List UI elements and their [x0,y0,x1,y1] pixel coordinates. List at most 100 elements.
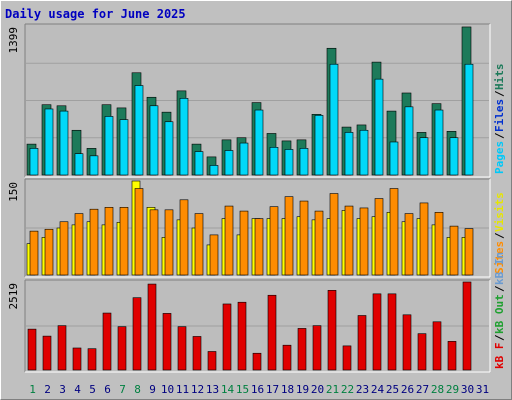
bar-kb-f-9 [147,283,157,371]
panel-visits-sites: 150 Sites /Visits [7,178,506,278]
bar-sites-3 [59,221,69,276]
x-label-day-11: 11 [176,383,189,396]
bar-kb-f-25 [387,293,397,371]
bar-sites-26 [404,213,414,276]
bar-files-30 [464,63,474,176]
legend---3: / [493,90,506,97]
bar-files-25 [389,141,399,176]
bar-kb-f-5 [87,348,97,371]
bar-sites-27 [419,202,429,276]
bar-sites-5 [89,208,99,276]
bar-kb-f-12 [192,336,202,371]
legend-kb-in-4: kB In [493,252,506,285]
legend-pages-0: Pages [493,141,506,174]
bar-kb-f-23 [357,315,367,371]
bar-sites-2 [44,228,54,276]
x-label-day-1: 1 [29,383,36,396]
bar-files-20 [314,115,324,176]
bar-kb-f-18 [282,344,292,371]
bar-files-26 [404,106,414,176]
bar-files-9 [149,105,159,176]
x-label-day-21: 21 [326,383,339,396]
x-label-day-14: 14 [221,383,235,396]
x-label-day-19: 19 [296,383,309,396]
bar-files-29 [449,137,459,176]
bar-kb-f-10 [162,313,172,371]
bar-files-1 [29,148,39,176]
x-label-day-13: 13 [206,383,219,396]
bar-files-13 [209,165,219,176]
x-label-day-27: 27 [416,383,429,396]
bar-sites-29 [449,225,459,276]
legend-files-2: Files [493,99,506,132]
y-max-label: 1399 [7,27,20,54]
chart-title: Daily usage for June 2025 [5,7,186,21]
bar-kb-f-13 [207,351,217,371]
bar-sites-12 [194,213,204,276]
bar-sites-10 [164,209,174,276]
x-label-day-16: 16 [251,383,264,396]
x-label-day-23: 23 [356,383,369,396]
bar-files-8 [134,85,144,176]
bar-kb-f-21 [327,290,337,371]
bar-kb-f-3 [57,325,67,371]
x-label-day-5: 5 [89,383,96,396]
bar-sites-19 [299,200,309,276]
x-label-day-25: 25 [386,383,399,396]
bar-kb-f-20 [312,325,322,371]
x-label-day-8: 8 [134,383,141,396]
legend-kb-out-2: kB Out [493,294,506,334]
legend---3: / [493,285,506,292]
bar-files-21 [329,63,339,176]
bar-files-27 [419,137,429,176]
bar-kb-f-1 [27,328,37,371]
bar-sites-4 [74,213,84,276]
bar-sites-20 [314,210,324,276]
bar-sites-23 [359,207,369,276]
bar-files-28 [434,109,444,176]
bar-kb-f-26 [402,314,412,371]
bar-files-7 [119,119,129,176]
bar-sites-8 [134,188,144,276]
bar-files-19 [299,148,309,176]
bar-files-22 [344,132,354,176]
bar-sites-6 [104,207,114,276]
bar-kb-f-4 [72,347,82,371]
x-label-day-20: 20 [311,383,324,396]
bar-sites-21 [329,193,339,276]
bar-sites-17 [269,206,279,276]
bar-files-10 [164,121,174,176]
bar-sites-9 [149,209,159,276]
bar-kb-f-28 [432,321,442,371]
bar-kb-f-14 [222,303,232,371]
y-max-label: 2519 [7,283,20,310]
bar-kb-f-22 [342,345,352,371]
x-label-day-6: 6 [104,383,111,396]
x-label-day-7: 7 [119,383,126,396]
x-label-day-31: 31 [476,383,489,396]
legend---1: / [493,334,506,341]
x-label-day-26: 26 [401,383,414,396]
x-label-day-18: 18 [281,383,294,396]
legend-kb-f-0: kB F [493,343,506,370]
legend-hits-4: Hits [493,64,506,91]
bar-sites-18 [284,196,294,276]
bar-kb-f-27 [417,333,427,371]
x-label-day-22: 22 [341,383,354,396]
x-label-day-3: 3 [59,383,66,396]
bar-sites-1 [29,230,39,276]
bar-kb-f-17 [267,294,277,371]
bar-sites-14 [224,205,234,276]
bar-files-24 [374,78,384,176]
x-label-day-12: 12 [191,383,204,396]
bar-kb-f-11 [177,326,187,371]
bar-kb-f-8 [132,297,142,371]
x-label-day-29: 29 [446,383,459,396]
bar-kb-f-2 [42,335,52,371]
bar-kb-f-16 [252,352,262,371]
bar-kb-f-7 [117,326,127,371]
bar-sites-22 [344,205,354,276]
